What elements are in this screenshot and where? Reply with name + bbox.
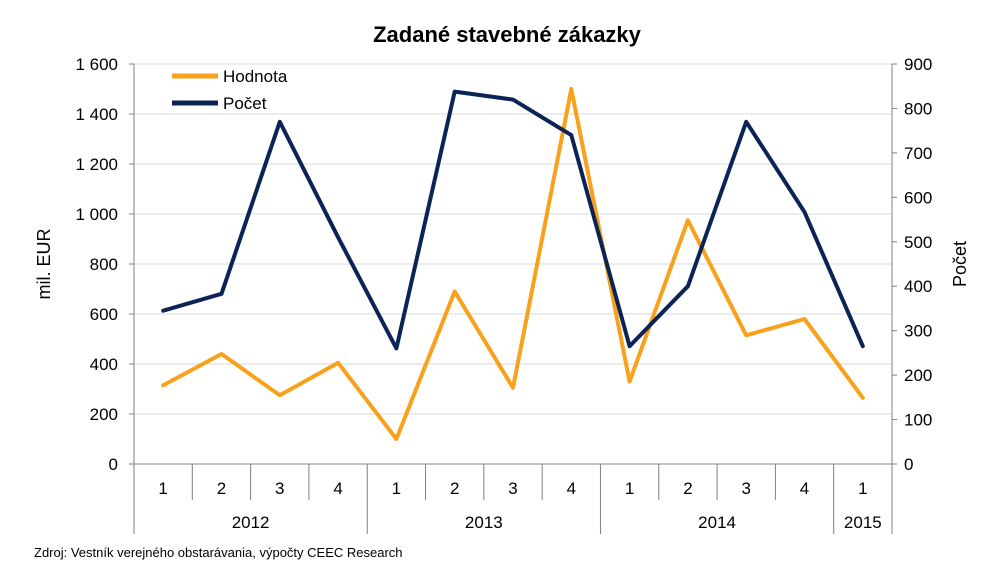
quarter-label: 1 — [392, 479, 401, 498]
legend-label-pocet: Počet — [223, 94, 267, 113]
right-tick-label: 700 — [904, 144, 932, 163]
year-label: 2015 — [844, 513, 882, 532]
left-tick-label: 600 — [90, 305, 118, 324]
quarter-label: 2 — [217, 479, 226, 498]
right-tick-label: 300 — [904, 322, 932, 341]
series-line-hodnota — [161, 87, 865, 441]
right-tick-label: 100 — [904, 411, 932, 430]
right-tick-label: 600 — [904, 188, 932, 207]
quarter-label: 4 — [567, 479, 576, 498]
year-label: 2013 — [465, 513, 503, 532]
source-note: Zdroj: Vestník verejného obstarávania, v… — [34, 545, 403, 560]
right-tick-label: 0 — [904, 455, 913, 474]
gridlines — [134, 63, 892, 415]
year-label: 2012 — [232, 513, 270, 532]
year-label: 2014 — [698, 513, 736, 532]
left-tick-label: 400 — [90, 355, 118, 374]
quarter-label: 2 — [450, 479, 459, 498]
left-tick-label: 1 600 — [75, 55, 118, 74]
right-tick-label: 400 — [904, 277, 932, 296]
left-axis-ticks: 0 200 400 600 800 1 000 1 200 1 400 1 600 — [75, 55, 134, 474]
quarter-label: 2 — [683, 479, 692, 498]
quarter-label: 4 — [800, 479, 809, 498]
left-tick-label: 1 400 — [75, 105, 118, 124]
quarter-label: 1 — [158, 479, 167, 498]
left-tick-label: 200 — [90, 405, 118, 424]
legend-label-hodnota: Hodnota — [223, 67, 288, 86]
y-axis-label: mil. EUR — [34, 229, 54, 300]
chart-title: Zadané stavebné zákazky — [373, 22, 642, 47]
right-tick-label: 200 — [904, 366, 932, 385]
left-tick-label: 800 — [90, 255, 118, 274]
right-tick-label: 900 — [904, 55, 932, 74]
series-line-pocet — [161, 89, 865, 351]
quarter-label: 3 — [275, 479, 284, 498]
right-tick-label: 500 — [904, 233, 932, 252]
right-axis-ticks: 0 100 200 300 400 500 600 700 800 900 — [892, 55, 932, 474]
left-tick-label: 1 200 — [75, 155, 118, 174]
left-tick-label: 0 — [109, 455, 118, 474]
series-lines — [161, 87, 865, 441]
right-tick-label: 800 — [904, 99, 932, 118]
left-tick-label: 1 000 — [75, 205, 118, 224]
quarter-label: 3 — [508, 479, 517, 498]
y2-axis-label: Počet — [950, 241, 970, 287]
quarter-label: 1 — [858, 479, 867, 498]
quarter-label: 4 — [333, 479, 342, 498]
quarter-label: 1 — [625, 479, 634, 498]
quarter-label: 3 — [741, 479, 750, 498]
legend: Hodnota Počet — [172, 67, 288, 113]
x-axis-categories: 1 2 3 4 1 2 3 4 1 2 3 4 1 2012 2013 2014 2015 — [133, 464, 893, 534]
